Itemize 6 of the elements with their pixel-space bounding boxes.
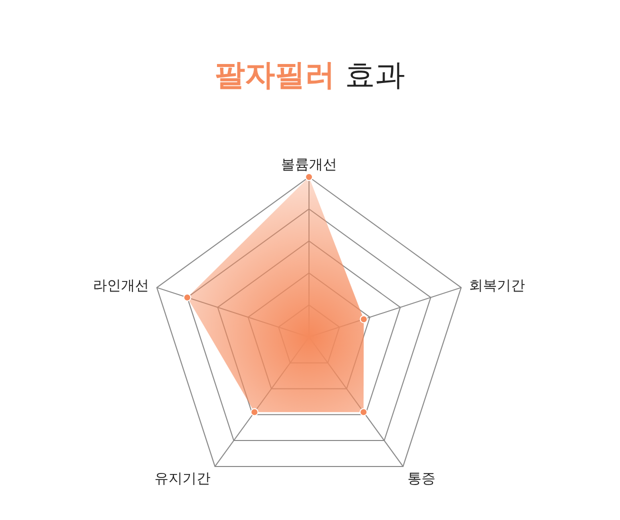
spoke-label: 라인개선 <box>93 278 150 294</box>
spoke-label: 회복기간 <box>468 278 525 294</box>
spoke-label: 유지기간 <box>154 470 210 487</box>
spoke-label: 통증 <box>408 470 436 487</box>
spoke-label: 볼륨개선 <box>281 157 337 173</box>
chart-title: 팔자필러 효과 <box>215 58 405 93</box>
